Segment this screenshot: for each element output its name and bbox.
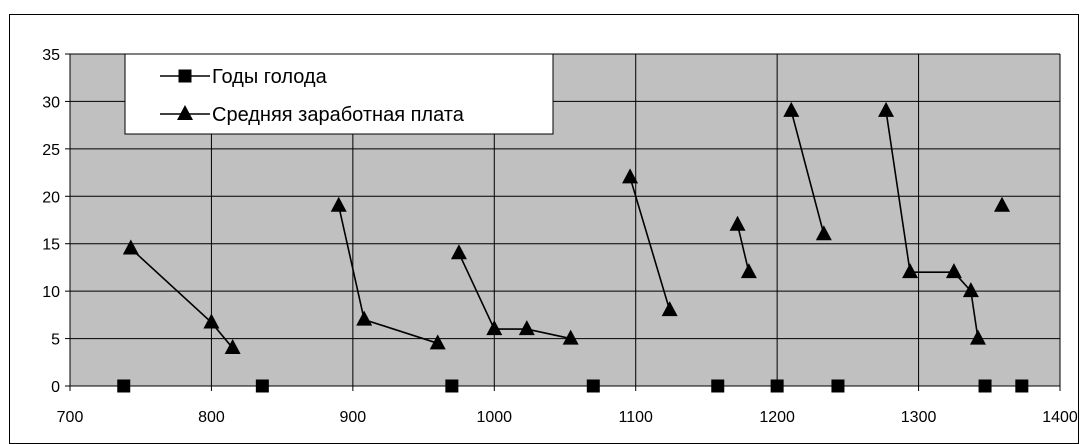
x-tick-label: 1300	[901, 409, 937, 426]
y-tick-label: 30	[42, 94, 60, 111]
wage-point-marker	[622, 168, 639, 184]
axes	[69, 54, 1060, 387]
y-tick-label: 35	[42, 47, 60, 64]
legend-entry-famine-years: Годы голода	[160, 66, 328, 88]
wage-point-marker	[783, 101, 800, 117]
wage-point-marker	[486, 320, 503, 336]
wage-point-marker	[356, 310, 373, 326]
x-tick-label: 700	[57, 409, 84, 426]
wage-point-marker	[945, 263, 962, 279]
famine-year-marker	[445, 379, 459, 393]
wage-point-marker	[729, 215, 746, 231]
x-tick-label: 800	[198, 409, 225, 426]
wage-series-line	[790, 110, 825, 235]
wage-point-marker	[203, 313, 220, 329]
wage-point-marker	[518, 320, 535, 336]
wage-point-marker	[815, 225, 832, 241]
legend-box	[124, 53, 554, 135]
legend: Годы голода Средняя заработная плата	[124, 53, 554, 135]
wage-point-marker	[450, 244, 467, 260]
wage-series-line	[458, 252, 571, 340]
wage-series-line	[629, 177, 671, 311]
wage-point-marker	[224, 339, 241, 355]
y-tick-label: 0	[51, 379, 60, 396]
famine-year-marker	[831, 379, 845, 393]
x-tick-label: 1200	[759, 409, 795, 426]
famine-year-marker	[770, 379, 784, 393]
legend-entry-average-wage: Средняя заработная плата	[160, 104, 465, 126]
wage-point-marker	[429, 334, 446, 350]
wage-point-marker	[994, 196, 1011, 212]
wage-series-line	[736, 224, 750, 273]
wage-point-marker	[962, 282, 979, 298]
famine-year-marker	[711, 379, 725, 393]
x-tick-label: 1400	[1042, 409, 1078, 426]
legend-triangle-icon	[177, 105, 193, 120]
wage-point-marker	[969, 329, 986, 345]
famine-year-marker	[586, 379, 600, 393]
famine-year-marker	[255, 379, 269, 393]
wage-point-marker	[661, 301, 678, 317]
wage-point-marker	[562, 329, 579, 345]
wage-point-marker	[330, 196, 347, 212]
y-tick-label: 10	[42, 284, 60, 301]
x-tick-label: 1100	[619, 409, 654, 426]
chart-svg: 0 5 10 15 20 25 30 35 700 800 900 1000 1100 1200 1300…	[42, 47, 1078, 426]
y-tick-label: 15	[42, 237, 60, 254]
x-tick-label: 1000	[476, 409, 512, 426]
famine-year-marker	[978, 379, 992, 393]
wage-point-marker	[878, 101, 895, 117]
y-tick-label: 25	[42, 142, 60, 159]
legend-label: Годы голода	[212, 66, 328, 88]
wage-point-marker	[902, 263, 919, 279]
y-tick-label: 20	[42, 189, 60, 206]
legend-label: Средняя заработная плата	[212, 104, 465, 126]
series-markers	[117, 101, 1029, 393]
x-axis-tick-labels: 700 800 900 1000 1100 1200 1300 1400	[57, 386, 1078, 426]
legend-square-icon	[178, 69, 192, 83]
y-axis-tick-labels: 0 5 10 15 20 25 30 35	[42, 47, 70, 396]
y-tick-label: 5	[51, 332, 60, 349]
famine-year-marker	[1015, 379, 1029, 393]
wage-point-marker	[122, 239, 139, 255]
x-tick-label: 900	[340, 409, 367, 426]
wage-point-marker	[740, 263, 757, 279]
famine-year-marker	[117, 379, 131, 393]
